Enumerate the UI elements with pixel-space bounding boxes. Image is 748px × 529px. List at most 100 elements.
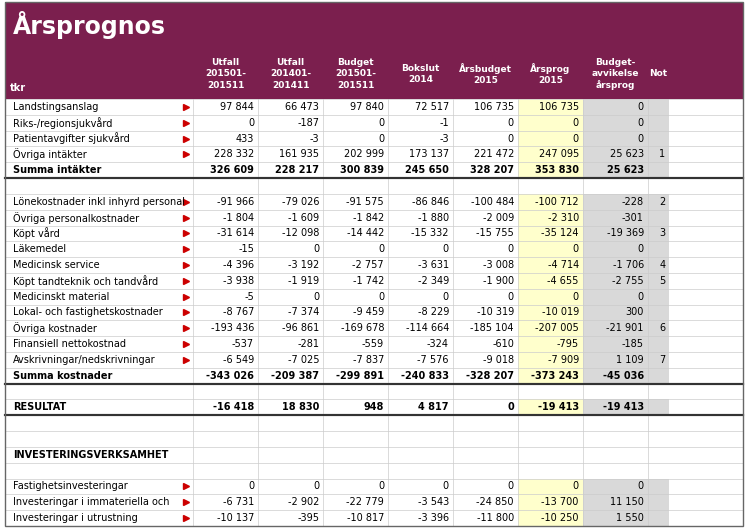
Text: Budget-
avvikelse
årsprog: Budget- avvikelse årsprog bbox=[592, 58, 639, 90]
Text: Finansiell nettokostnad: Finansiell nettokostnad bbox=[13, 339, 126, 349]
Text: Investeringar i utrustning: Investeringar i utrustning bbox=[13, 513, 138, 523]
Text: -79 026: -79 026 bbox=[281, 197, 319, 207]
Text: Fastighetsinvesteringar: Fastighetsinvesteringar bbox=[13, 481, 128, 491]
Text: -2 902: -2 902 bbox=[288, 497, 319, 507]
Bar bbox=[518, 225, 583, 241]
Text: -31 614: -31 614 bbox=[217, 229, 254, 239]
Text: Lokal- och fastighetskostnader: Lokal- och fastighetskostnader bbox=[13, 307, 163, 317]
Bar bbox=[5, 115, 743, 131]
Text: 97 840: 97 840 bbox=[350, 102, 384, 112]
Bar bbox=[648, 305, 669, 321]
Text: -8 229: -8 229 bbox=[417, 307, 449, 317]
Text: -187: -187 bbox=[297, 118, 319, 127]
Text: 0: 0 bbox=[573, 118, 579, 127]
Bar bbox=[518, 273, 583, 289]
Text: -16 418: -16 418 bbox=[213, 403, 254, 413]
Text: -7 576: -7 576 bbox=[417, 355, 449, 365]
Text: -91 575: -91 575 bbox=[346, 197, 384, 207]
Bar bbox=[648, 115, 669, 131]
Bar bbox=[648, 131, 669, 147]
Bar bbox=[5, 99, 743, 115]
Text: -6 549: -6 549 bbox=[223, 355, 254, 365]
Text: -301: -301 bbox=[622, 213, 644, 223]
Text: -7 025: -7 025 bbox=[287, 355, 319, 365]
Text: -3 631: -3 631 bbox=[418, 260, 449, 270]
Text: 106 735: 106 735 bbox=[539, 102, 579, 112]
Text: -8 767: -8 767 bbox=[223, 307, 254, 317]
Text: -4 396: -4 396 bbox=[223, 260, 254, 270]
Bar bbox=[583, 194, 648, 209]
Text: 0: 0 bbox=[573, 244, 579, 254]
Bar bbox=[518, 352, 583, 368]
Text: 0: 0 bbox=[573, 291, 579, 302]
Bar bbox=[5, 225, 743, 241]
Text: 161 935: 161 935 bbox=[279, 149, 319, 159]
Bar bbox=[648, 241, 669, 257]
Bar bbox=[5, 241, 743, 257]
Text: 6: 6 bbox=[659, 323, 665, 333]
Text: -1 804: -1 804 bbox=[223, 213, 254, 223]
Bar bbox=[648, 352, 669, 368]
Text: -328 207: -328 207 bbox=[466, 371, 514, 381]
Text: 0: 0 bbox=[378, 244, 384, 254]
Text: Köpt vård: Köpt vård bbox=[13, 227, 60, 240]
Text: 4: 4 bbox=[659, 260, 665, 270]
Text: -10 817: -10 817 bbox=[346, 513, 384, 523]
Bar bbox=[648, 209, 669, 225]
Text: -14 442: -14 442 bbox=[346, 229, 384, 239]
Bar bbox=[518, 305, 583, 321]
Text: Bokslut
2014: Bokslut 2014 bbox=[402, 64, 440, 84]
Bar bbox=[648, 225, 669, 241]
Text: 0: 0 bbox=[508, 118, 514, 127]
Text: 0: 0 bbox=[638, 481, 644, 491]
Text: -193 436: -193 436 bbox=[211, 323, 254, 333]
Bar bbox=[648, 194, 669, 209]
Bar bbox=[5, 209, 743, 225]
Text: -228: -228 bbox=[622, 197, 644, 207]
Text: -7 837: -7 837 bbox=[352, 355, 384, 365]
Bar bbox=[518, 162, 583, 178]
Bar bbox=[5, 399, 743, 415]
Text: -10 137: -10 137 bbox=[217, 513, 254, 523]
Text: Medicinsk service: Medicinsk service bbox=[13, 260, 99, 270]
Text: RESULTAT: RESULTAT bbox=[13, 403, 67, 413]
Bar bbox=[583, 399, 648, 415]
Text: -395: -395 bbox=[297, 513, 319, 523]
Bar bbox=[518, 368, 583, 384]
Text: Landstingsanslag: Landstingsanslag bbox=[13, 102, 99, 112]
Text: 0: 0 bbox=[313, 481, 319, 491]
Text: 0: 0 bbox=[638, 118, 644, 127]
Text: -1 706: -1 706 bbox=[613, 260, 644, 270]
Text: -207 005: -207 005 bbox=[535, 323, 579, 333]
Text: -1: -1 bbox=[439, 118, 449, 127]
Text: 0: 0 bbox=[378, 118, 384, 127]
Bar bbox=[583, 273, 648, 289]
Bar bbox=[5, 495, 743, 510]
Text: 0: 0 bbox=[508, 133, 514, 143]
Text: 0: 0 bbox=[508, 244, 514, 254]
Text: -3 008: -3 008 bbox=[482, 260, 514, 270]
Bar bbox=[518, 147, 583, 162]
Text: -15: -15 bbox=[239, 244, 254, 254]
Bar bbox=[583, 321, 648, 336]
Bar bbox=[5, 321, 743, 336]
Text: -3: -3 bbox=[439, 133, 449, 143]
Text: -343 026: -343 026 bbox=[206, 371, 254, 381]
Text: Avskrivningar/nedskrivningar: Avskrivningar/nedskrivningar bbox=[13, 355, 156, 365]
Bar bbox=[583, 209, 648, 225]
Text: -12 098: -12 098 bbox=[282, 229, 319, 239]
Text: 0: 0 bbox=[638, 244, 644, 254]
Text: 25 623: 25 623 bbox=[607, 165, 644, 175]
Bar bbox=[648, 257, 669, 273]
Text: -22 779: -22 779 bbox=[346, 497, 384, 507]
Bar bbox=[5, 336, 743, 352]
Text: -19 413: -19 413 bbox=[538, 403, 579, 413]
Bar bbox=[583, 510, 648, 526]
Bar bbox=[518, 399, 583, 415]
Bar bbox=[518, 289, 583, 305]
Text: -185: -185 bbox=[622, 339, 644, 349]
Bar bbox=[583, 115, 648, 131]
Text: -1 880: -1 880 bbox=[418, 213, 449, 223]
Text: 7: 7 bbox=[659, 355, 665, 365]
Text: 4 817: 4 817 bbox=[418, 403, 449, 413]
